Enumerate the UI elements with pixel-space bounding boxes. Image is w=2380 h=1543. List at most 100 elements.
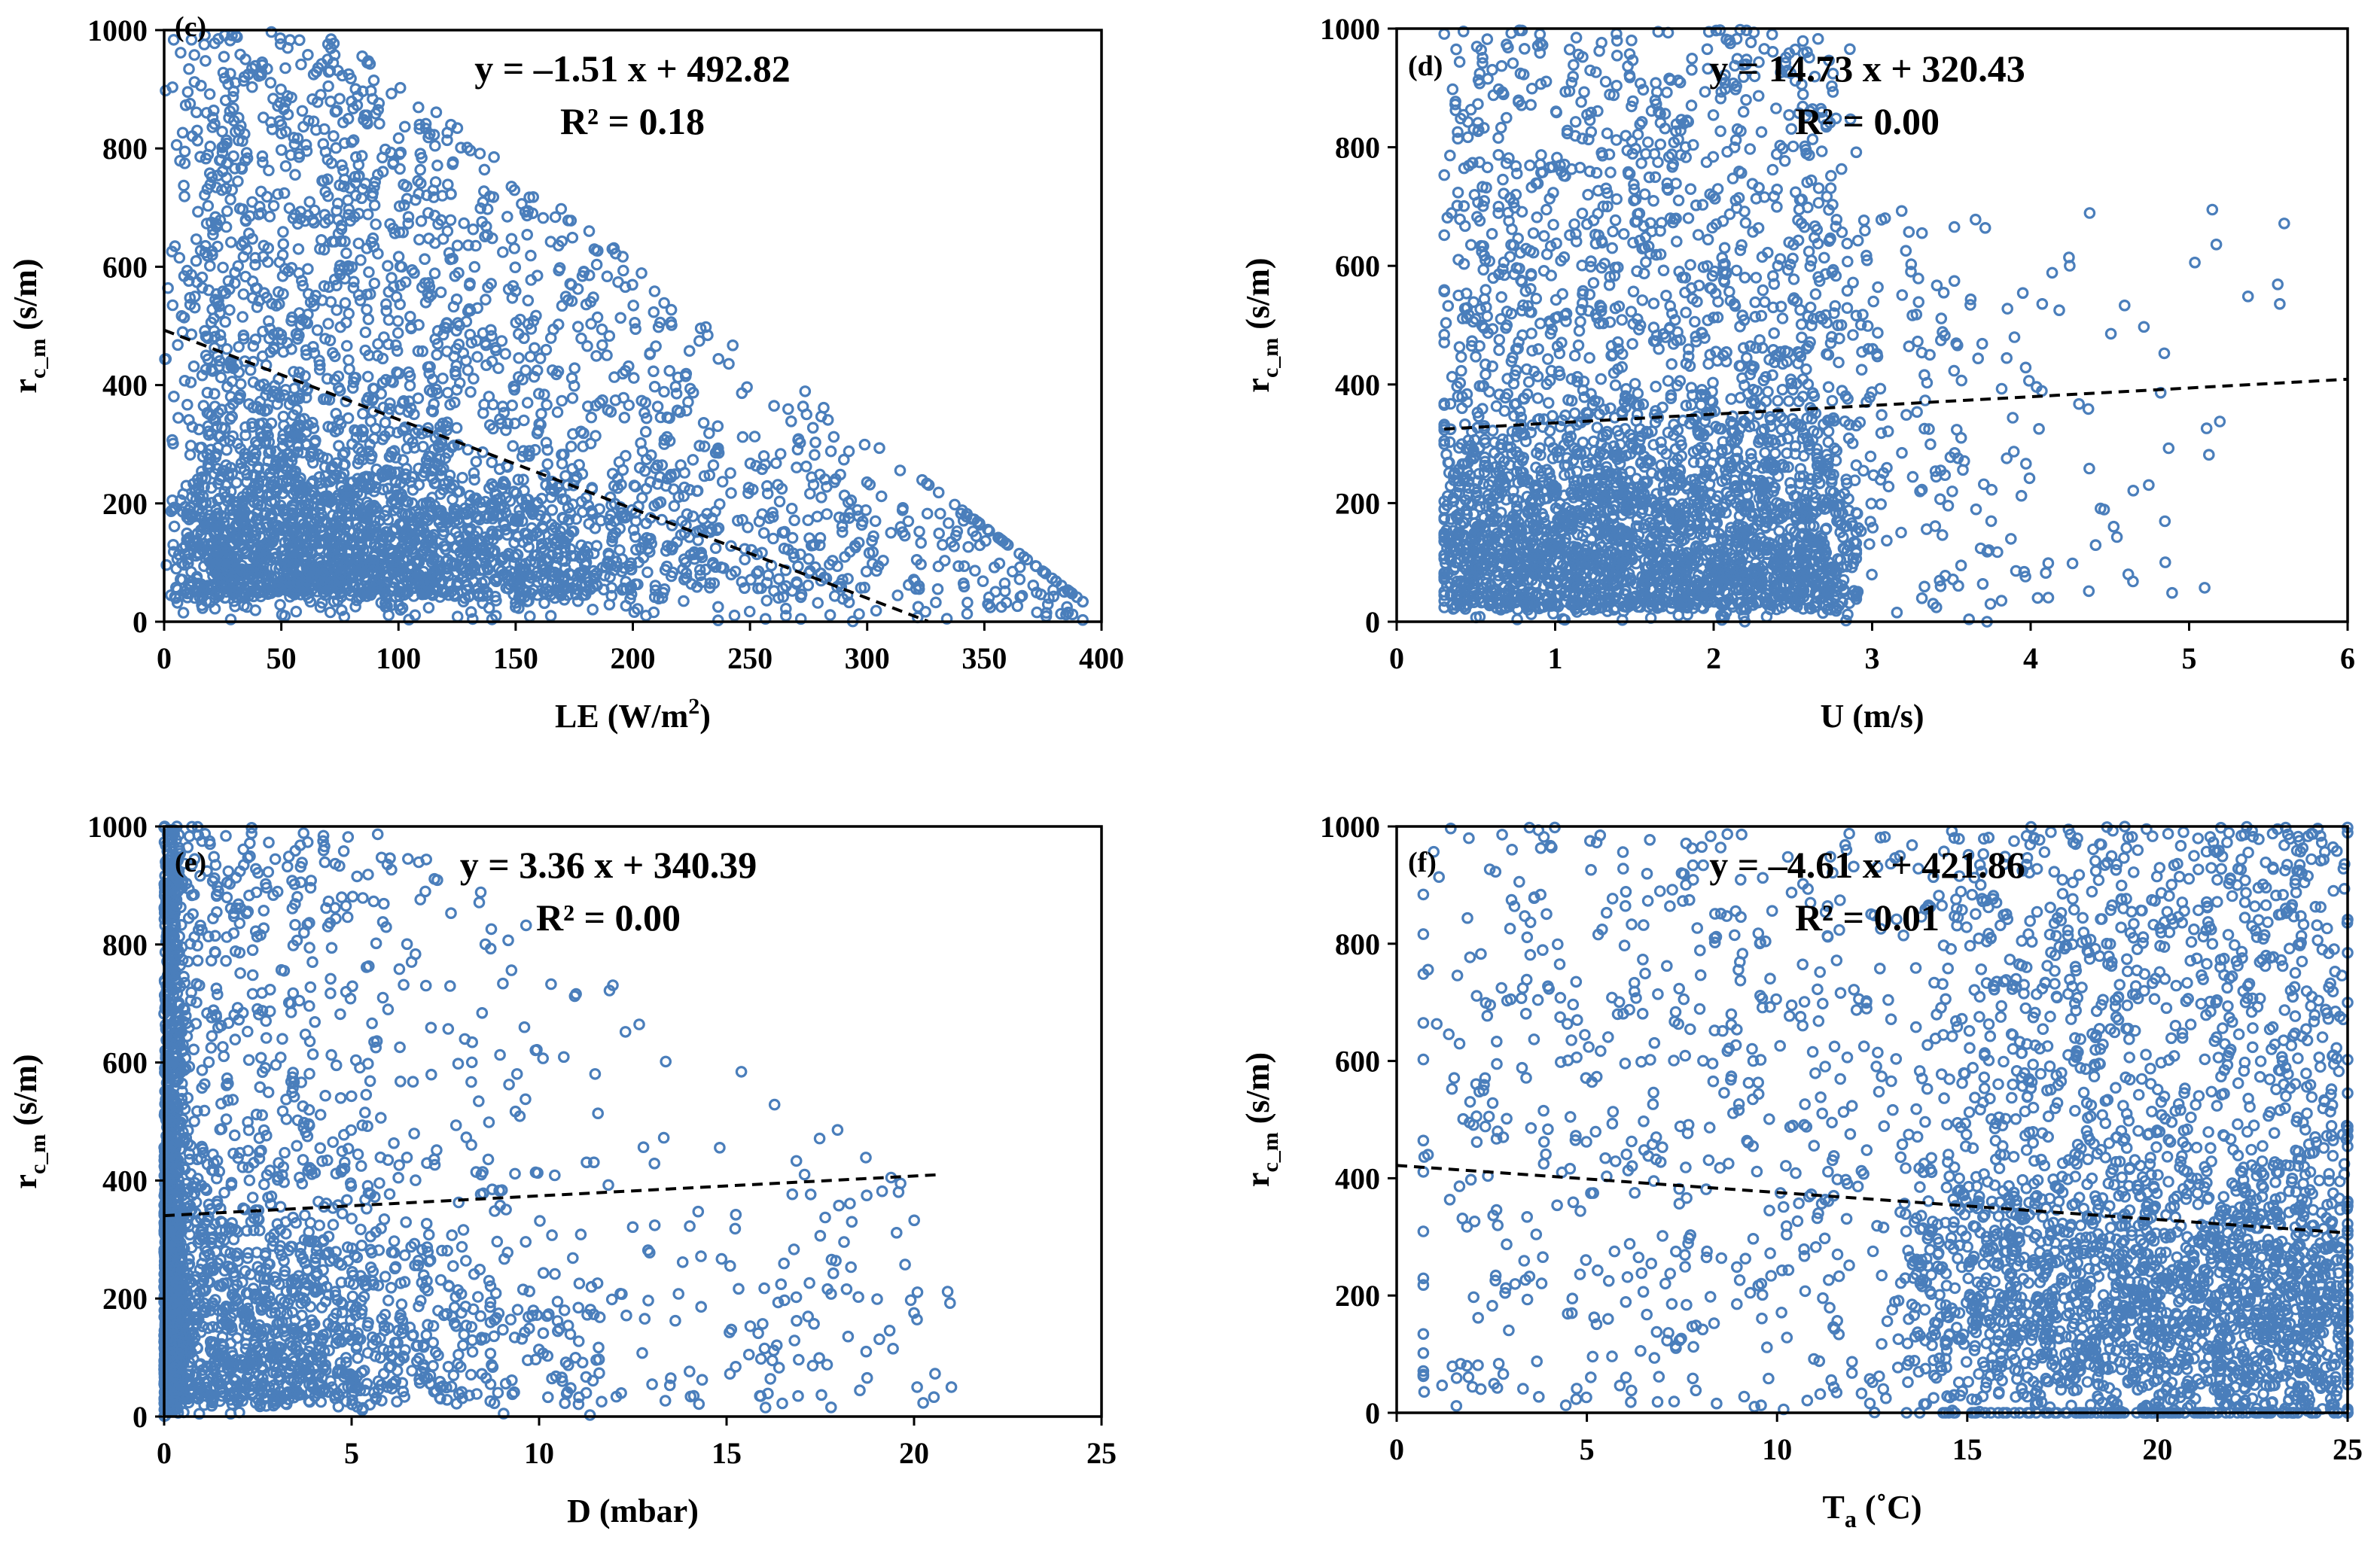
data-point bbox=[1826, 394, 1839, 407]
data-point bbox=[1903, 340, 1915, 352]
data-point bbox=[331, 304, 343, 316]
data-point bbox=[791, 461, 803, 473]
data-point bbox=[176, 326, 189, 338]
data-point bbox=[508, 242, 520, 254]
data-point bbox=[368, 277, 381, 290]
data-point bbox=[800, 460, 812, 473]
data-point bbox=[932, 560, 945, 573]
data-point bbox=[1876, 409, 1888, 422]
data-point bbox=[585, 318, 597, 330]
data-point bbox=[1495, 121, 1507, 134]
data-point bbox=[462, 443, 474, 456]
data-point bbox=[264, 77, 277, 89]
data-point bbox=[541, 458, 553, 470]
data-point bbox=[2210, 238, 2223, 251]
data-point bbox=[566, 392, 579, 404]
data-point bbox=[450, 422, 463, 434]
data-point bbox=[275, 84, 287, 96]
data-point bbox=[602, 404, 614, 416]
data-point bbox=[279, 62, 291, 75]
data-point bbox=[184, 449, 197, 461]
r-squared: R² = 0.18 bbox=[560, 100, 705, 142]
data-point bbox=[178, 179, 190, 192]
data-point bbox=[663, 364, 675, 377]
regression-equation: y = –1.51 x + 492.82 bbox=[474, 47, 790, 90]
x-tick-label: 300 bbox=[845, 641, 890, 675]
data-point bbox=[513, 352, 525, 364]
data-point bbox=[933, 527, 945, 540]
data-point bbox=[551, 406, 564, 418]
data-point bbox=[1867, 295, 1879, 308]
data-point bbox=[451, 610, 464, 622]
data-point bbox=[1464, 239, 1477, 251]
data-point bbox=[412, 345, 425, 358]
data-point bbox=[1900, 409, 1912, 421]
data-point bbox=[277, 226, 289, 238]
data-point bbox=[824, 445, 837, 458]
data-point bbox=[488, 151, 500, 163]
data-point bbox=[1604, 166, 1617, 178]
data-point bbox=[742, 521, 754, 534]
data-point bbox=[603, 598, 616, 611]
data-point bbox=[362, 313, 375, 325]
data-point bbox=[496, 246, 509, 258]
data-point bbox=[328, 130, 340, 142]
data-point bbox=[292, 243, 305, 255]
data-point bbox=[792, 560, 804, 573]
data-point bbox=[712, 420, 724, 432]
data-point bbox=[402, 218, 414, 230]
data-point bbox=[394, 81, 407, 94]
data-point bbox=[434, 286, 447, 299]
data-point bbox=[486, 422, 499, 435]
data-point bbox=[1976, 577, 1989, 590]
data-point bbox=[870, 604, 882, 617]
data-point bbox=[181, 86, 194, 98]
data-point bbox=[373, 117, 385, 130]
data-point bbox=[590, 350, 602, 362]
data-point bbox=[361, 303, 373, 316]
data-point bbox=[815, 491, 827, 504]
data-point bbox=[324, 606, 337, 619]
data-point bbox=[477, 185, 490, 197]
data-point bbox=[509, 261, 522, 273]
data-point bbox=[2046, 266, 2059, 279]
data-point bbox=[215, 371, 227, 384]
data-point bbox=[1995, 595, 2008, 607]
data-point bbox=[275, 144, 288, 157]
data-point bbox=[693, 335, 705, 347]
data-point bbox=[1714, 125, 1726, 138]
data-point bbox=[1757, 284, 1769, 297]
data-point bbox=[220, 221, 233, 233]
data-point bbox=[803, 552, 815, 565]
data-point bbox=[1895, 526, 1907, 539]
data-point bbox=[2127, 575, 2139, 588]
data-point bbox=[774, 448, 787, 460]
data-point bbox=[217, 66, 230, 79]
data-point bbox=[555, 202, 568, 215]
data-point bbox=[915, 537, 927, 549]
data-point bbox=[170, 138, 183, 151]
data-point bbox=[172, 412, 184, 424]
data-point bbox=[295, 58, 307, 71]
data-point bbox=[731, 514, 744, 527]
data-point bbox=[382, 260, 394, 272]
data-point bbox=[534, 352, 547, 364]
data-point bbox=[2203, 449, 2215, 461]
data-point bbox=[184, 440, 197, 452]
data-point bbox=[827, 431, 840, 443]
data-point bbox=[404, 379, 416, 392]
data-point bbox=[444, 214, 457, 227]
data-point bbox=[322, 318, 334, 330]
data-point bbox=[988, 561, 1001, 574]
data-point bbox=[367, 75, 380, 87]
data-point bbox=[340, 339, 353, 352]
data-point bbox=[617, 264, 629, 277]
data-point bbox=[894, 464, 907, 476]
data-point bbox=[1867, 469, 1880, 482]
data-point bbox=[1583, 352, 1595, 364]
data-point bbox=[1450, 43, 1462, 56]
data-point bbox=[587, 603, 599, 616]
data-point bbox=[227, 150, 239, 163]
data-point bbox=[224, 193, 236, 205]
data-point bbox=[437, 372, 449, 385]
